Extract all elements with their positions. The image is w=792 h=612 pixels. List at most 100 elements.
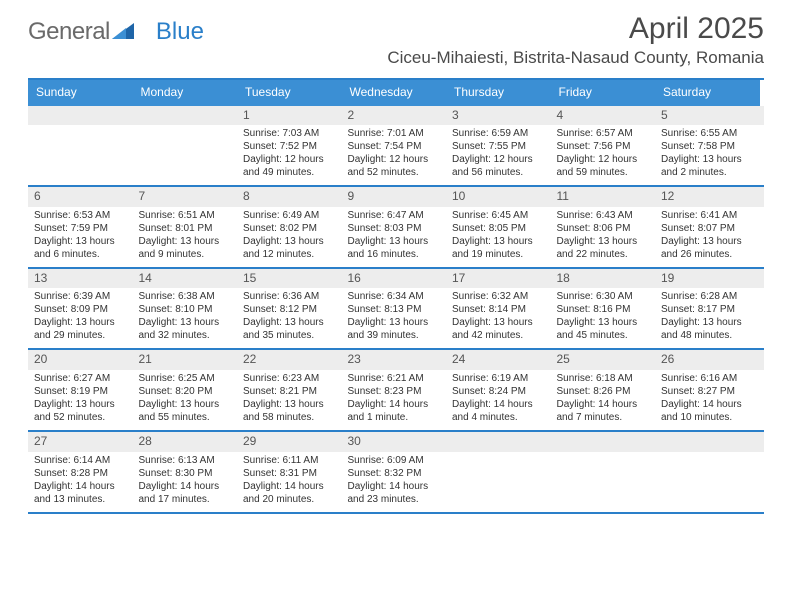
day-cell: Sunrise: 6:21 AMSunset: 8:23 PMDaylight:… [342, 370, 447, 430]
calendar: SundayMondayTuesdayWednesdayThursdayFrid… [28, 78, 764, 514]
day-number: 27 [28, 432, 133, 452]
day-cell: Sunrise: 6:18 AMSunset: 8:26 PMDaylight:… [551, 370, 656, 430]
logo: General Blue [28, 18, 204, 46]
day-cell [655, 452, 760, 512]
daylight-line: Daylight: 14 hours and 20 minutes. [243, 480, 336, 506]
sunrise-line: Sunrise: 6:38 AM [139, 290, 232, 303]
sunrise-line: Sunrise: 6:34 AM [348, 290, 441, 303]
day-header: Monday [133, 80, 238, 106]
day-cell: Sunrise: 6:45 AMSunset: 8:05 PMDaylight:… [446, 207, 551, 267]
day-cell: Sunrise: 6:55 AMSunset: 7:58 PMDaylight:… [655, 125, 760, 185]
logo-text-general: General [28, 18, 110, 46]
day-number: 20 [28, 350, 133, 370]
day-number: 13 [28, 269, 133, 289]
sunset-line: Sunset: 8:14 PM [452, 303, 545, 316]
day-number: 6 [28, 187, 133, 207]
sunset-line: Sunset: 8:27 PM [661, 385, 754, 398]
day-cell: Sunrise: 7:03 AMSunset: 7:52 PMDaylight:… [237, 125, 342, 185]
sunset-line: Sunset: 7:59 PM [34, 222, 127, 235]
day-number-row: 27282930 [28, 432, 764, 452]
day-number [655, 432, 760, 452]
sunrise-line: Sunrise: 6:23 AM [243, 372, 336, 385]
daylight-line: Daylight: 13 hours and 32 minutes. [139, 316, 232, 342]
day-number: 1 [237, 106, 342, 126]
sunrise-line: Sunrise: 6:57 AM [557, 127, 650, 140]
day-number [551, 432, 656, 452]
sunset-line: Sunset: 8:10 PM [139, 303, 232, 316]
daylight-line: Daylight: 14 hours and 10 minutes. [661, 398, 754, 424]
daylight-line: Daylight: 14 hours and 17 minutes. [139, 480, 232, 506]
daylight-line: Daylight: 13 hours and 22 minutes. [557, 235, 650, 261]
day-number: 10 [446, 187, 551, 207]
sunset-line: Sunset: 8:12 PM [243, 303, 336, 316]
sunrise-line: Sunrise: 6:51 AM [139, 209, 232, 222]
daylight-line: Daylight: 13 hours and 48 minutes. [661, 316, 754, 342]
day-cell [551, 452, 656, 512]
sunset-line: Sunset: 8:24 PM [452, 385, 545, 398]
sunrise-line: Sunrise: 6:11 AM [243, 454, 336, 467]
daylight-line: Daylight: 13 hours and 26 minutes. [661, 235, 754, 261]
sunset-line: Sunset: 8:23 PM [348, 385, 441, 398]
day-cell: Sunrise: 6:59 AMSunset: 7:55 PMDaylight:… [446, 125, 551, 185]
daylight-line: Daylight: 13 hours and 9 minutes. [139, 235, 232, 261]
daylight-line: Daylight: 13 hours and 19 minutes. [452, 235, 545, 261]
sunset-line: Sunset: 8:28 PM [34, 467, 127, 480]
logo-text-blue: Blue [156, 18, 204, 46]
sunrise-line: Sunrise: 6:09 AM [348, 454, 441, 467]
day-cell: Sunrise: 6:34 AMSunset: 8:13 PMDaylight:… [342, 288, 447, 348]
day-number: 4 [551, 106, 656, 126]
day-number: 12 [655, 187, 760, 207]
sunrise-line: Sunrise: 6:25 AM [139, 372, 232, 385]
sunset-line: Sunset: 7:58 PM [661, 140, 754, 153]
day-cell: Sunrise: 6:53 AMSunset: 7:59 PMDaylight:… [28, 207, 133, 267]
day-cell: Sunrise: 6:11 AMSunset: 8:31 PMDaylight:… [237, 452, 342, 512]
sunset-line: Sunset: 8:19 PM [34, 385, 127, 398]
daylight-line: Daylight: 13 hours and 35 minutes. [243, 316, 336, 342]
calendar-week: 13141516171819Sunrise: 6:39 AMSunset: 8:… [28, 269, 764, 351]
daylight-line: Daylight: 12 hours and 56 minutes. [452, 153, 545, 179]
day-number: 19 [655, 269, 760, 289]
sunset-line: Sunset: 8:09 PM [34, 303, 127, 316]
day-number: 29 [237, 432, 342, 452]
day-header: Saturday [655, 80, 760, 106]
daylight-line: Daylight: 13 hours and 55 minutes. [139, 398, 232, 424]
sunrise-line: Sunrise: 6:30 AM [557, 290, 650, 303]
calendar-week: 6789101112Sunrise: 6:53 AMSunset: 7:59 P… [28, 187, 764, 269]
day-number [28, 106, 133, 126]
day-cell: Sunrise: 6:28 AMSunset: 8:17 PMDaylight:… [655, 288, 760, 348]
day-cell: Sunrise: 6:16 AMSunset: 8:27 PMDaylight:… [655, 370, 760, 430]
calendar-week: 27282930Sunrise: 6:14 AMSunset: 8:28 PMD… [28, 432, 764, 514]
sunrise-line: Sunrise: 6:36 AM [243, 290, 336, 303]
sunrise-line: Sunrise: 6:32 AM [452, 290, 545, 303]
day-number [446, 432, 551, 452]
day-number: 28 [133, 432, 238, 452]
title-block: April 2025 Ciceu-Mihaiesti, Bistrita-Nas… [387, 12, 764, 68]
daylight-line: Daylight: 13 hours and 45 minutes. [557, 316, 650, 342]
sunset-line: Sunset: 7:52 PM [243, 140, 336, 153]
calendar-week: 12345Sunrise: 7:03 AMSunset: 7:52 PMDayl… [28, 106, 764, 188]
day-number: 17 [446, 269, 551, 289]
logo-triangle-icon [112, 18, 134, 46]
day-cell [133, 125, 238, 185]
sunrise-line: Sunrise: 6:13 AM [139, 454, 232, 467]
day-number-row: 6789101112 [28, 187, 764, 207]
sunset-line: Sunset: 8:17 PM [661, 303, 754, 316]
day-cell: Sunrise: 6:32 AMSunset: 8:14 PMDaylight:… [446, 288, 551, 348]
day-number: 30 [342, 432, 447, 452]
day-body-row: Sunrise: 6:14 AMSunset: 8:28 PMDaylight:… [28, 452, 764, 512]
day-cell: Sunrise: 6:36 AMSunset: 8:12 PMDaylight:… [237, 288, 342, 348]
day-number: 15 [237, 269, 342, 289]
sunset-line: Sunset: 8:16 PM [557, 303, 650, 316]
day-header: Wednesday [342, 80, 447, 106]
sunset-line: Sunset: 8:20 PM [139, 385, 232, 398]
day-cell [446, 452, 551, 512]
day-body-row: Sunrise: 6:27 AMSunset: 8:19 PMDaylight:… [28, 370, 764, 430]
sunset-line: Sunset: 7:56 PM [557, 140, 650, 153]
day-number-row: 20212223242526 [28, 350, 764, 370]
day-header: Friday [551, 80, 656, 106]
daylight-line: Daylight: 14 hours and 13 minutes. [34, 480, 127, 506]
day-cell: Sunrise: 6:43 AMSunset: 8:06 PMDaylight:… [551, 207, 656, 267]
day-cell: Sunrise: 6:23 AMSunset: 8:21 PMDaylight:… [237, 370, 342, 430]
sunrise-line: Sunrise: 6:21 AM [348, 372, 441, 385]
sunset-line: Sunset: 8:03 PM [348, 222, 441, 235]
